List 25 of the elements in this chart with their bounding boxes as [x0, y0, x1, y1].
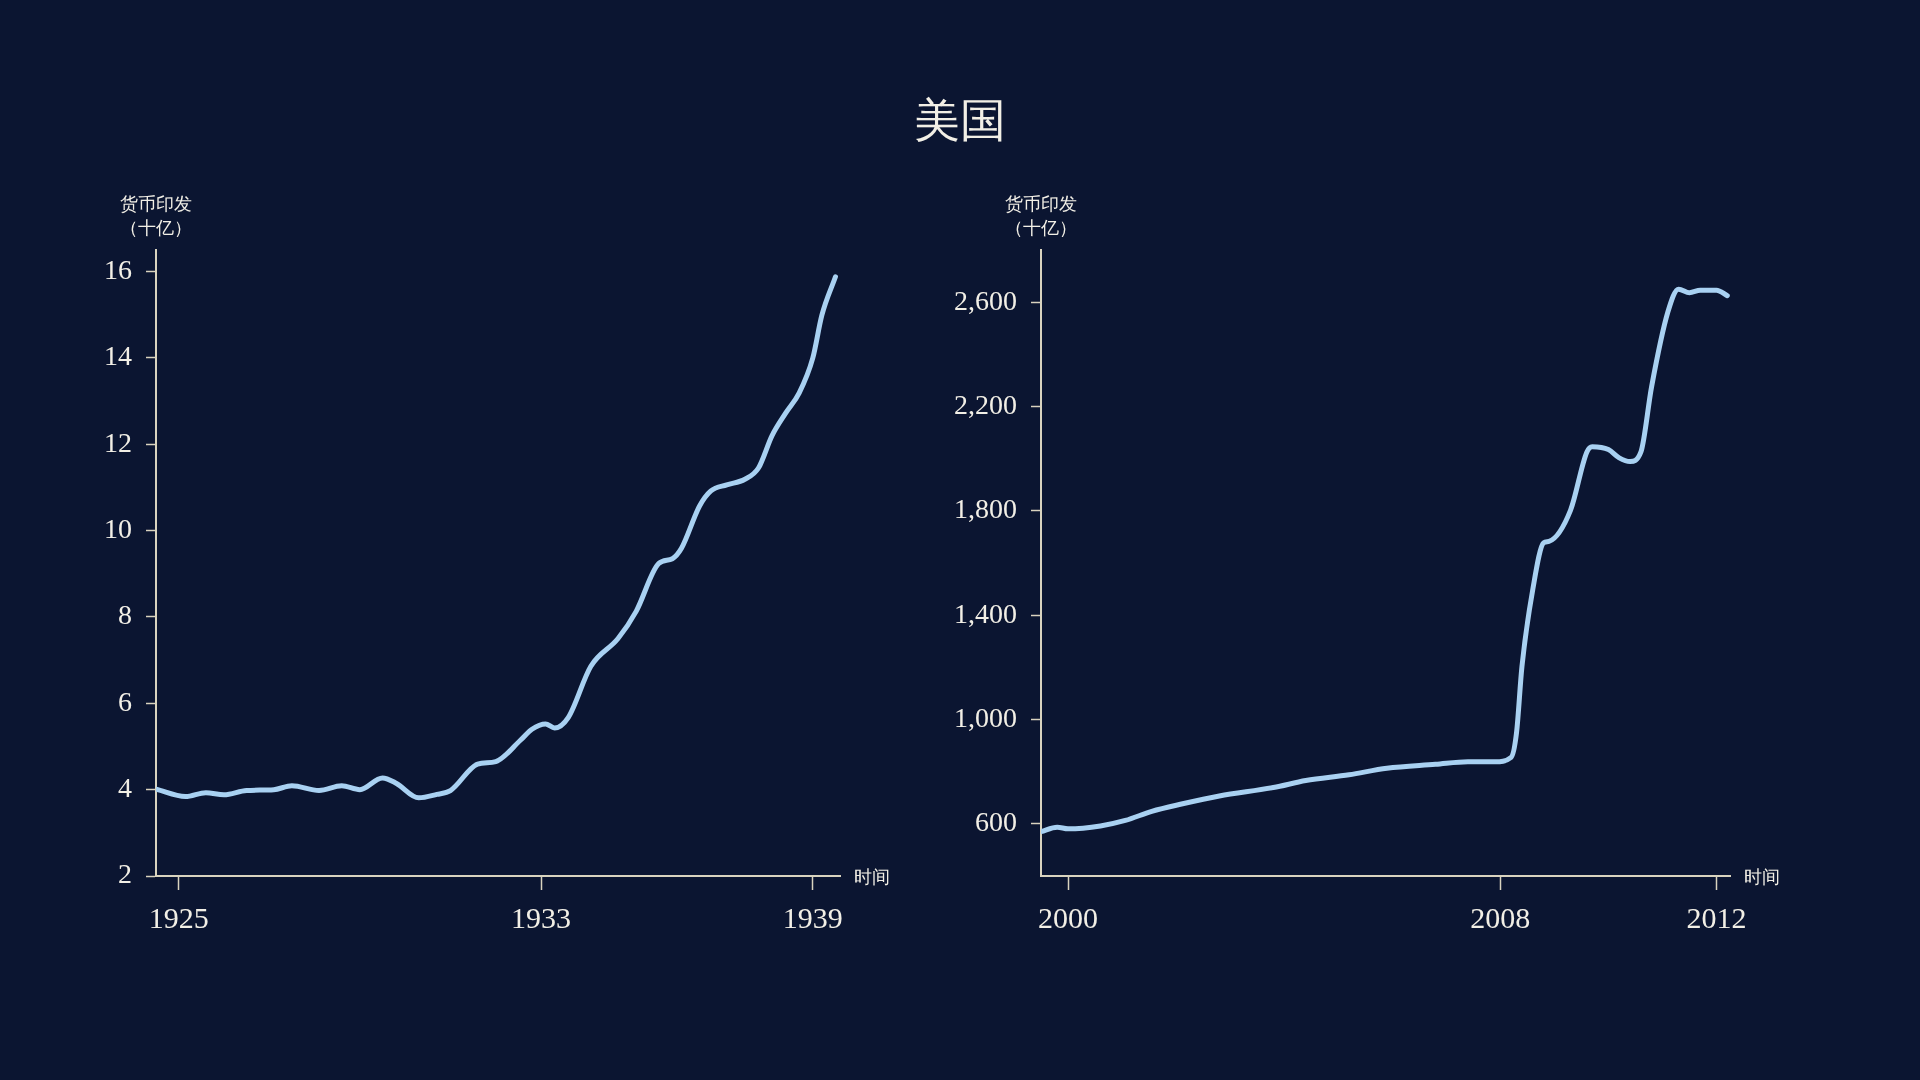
y-tick-label: 2,200	[954, 388, 1017, 420]
y-tick-label: 6	[118, 685, 132, 717]
x-tick-label: 2012	[1686, 900, 1747, 934]
chart-title: 美国	[913, 92, 1007, 149]
x-axis-title: 时间	[1744, 865, 1780, 887]
y-tick-label: 14	[104, 340, 132, 372]
y-axis-title: 货币印发（十亿）	[119, 192, 193, 240]
y-tick-label: 2,600	[954, 284, 1017, 316]
y-tick-label: 1,400	[954, 597, 1017, 629]
x-tick-label: 2000	[1038, 900, 1099, 934]
y-tick-label: 16	[104, 253, 132, 285]
y-tick-label: 1,000	[954, 701, 1017, 733]
y-tick-label: 8	[118, 599, 132, 631]
y-tick-label: 2	[118, 858, 132, 890]
x-tick-label: 1933	[511, 900, 572, 934]
y-tick-label: 4	[118, 772, 132, 804]
x-tick-label: 1939	[782, 900, 843, 934]
x-axis-title: 时间	[854, 865, 890, 887]
y-tick-label: 12	[104, 426, 132, 458]
x-tick-label: 1925	[148, 900, 209, 934]
y-tick-label: 10	[104, 512, 132, 544]
x-tick-label: 2008	[1470, 900, 1531, 934]
y-tick-label: 1,800	[954, 493, 1017, 525]
y-axis-title: 货币印发（十亿）	[1004, 192, 1078, 240]
y-tick-label: 600	[975, 806, 1017, 838]
